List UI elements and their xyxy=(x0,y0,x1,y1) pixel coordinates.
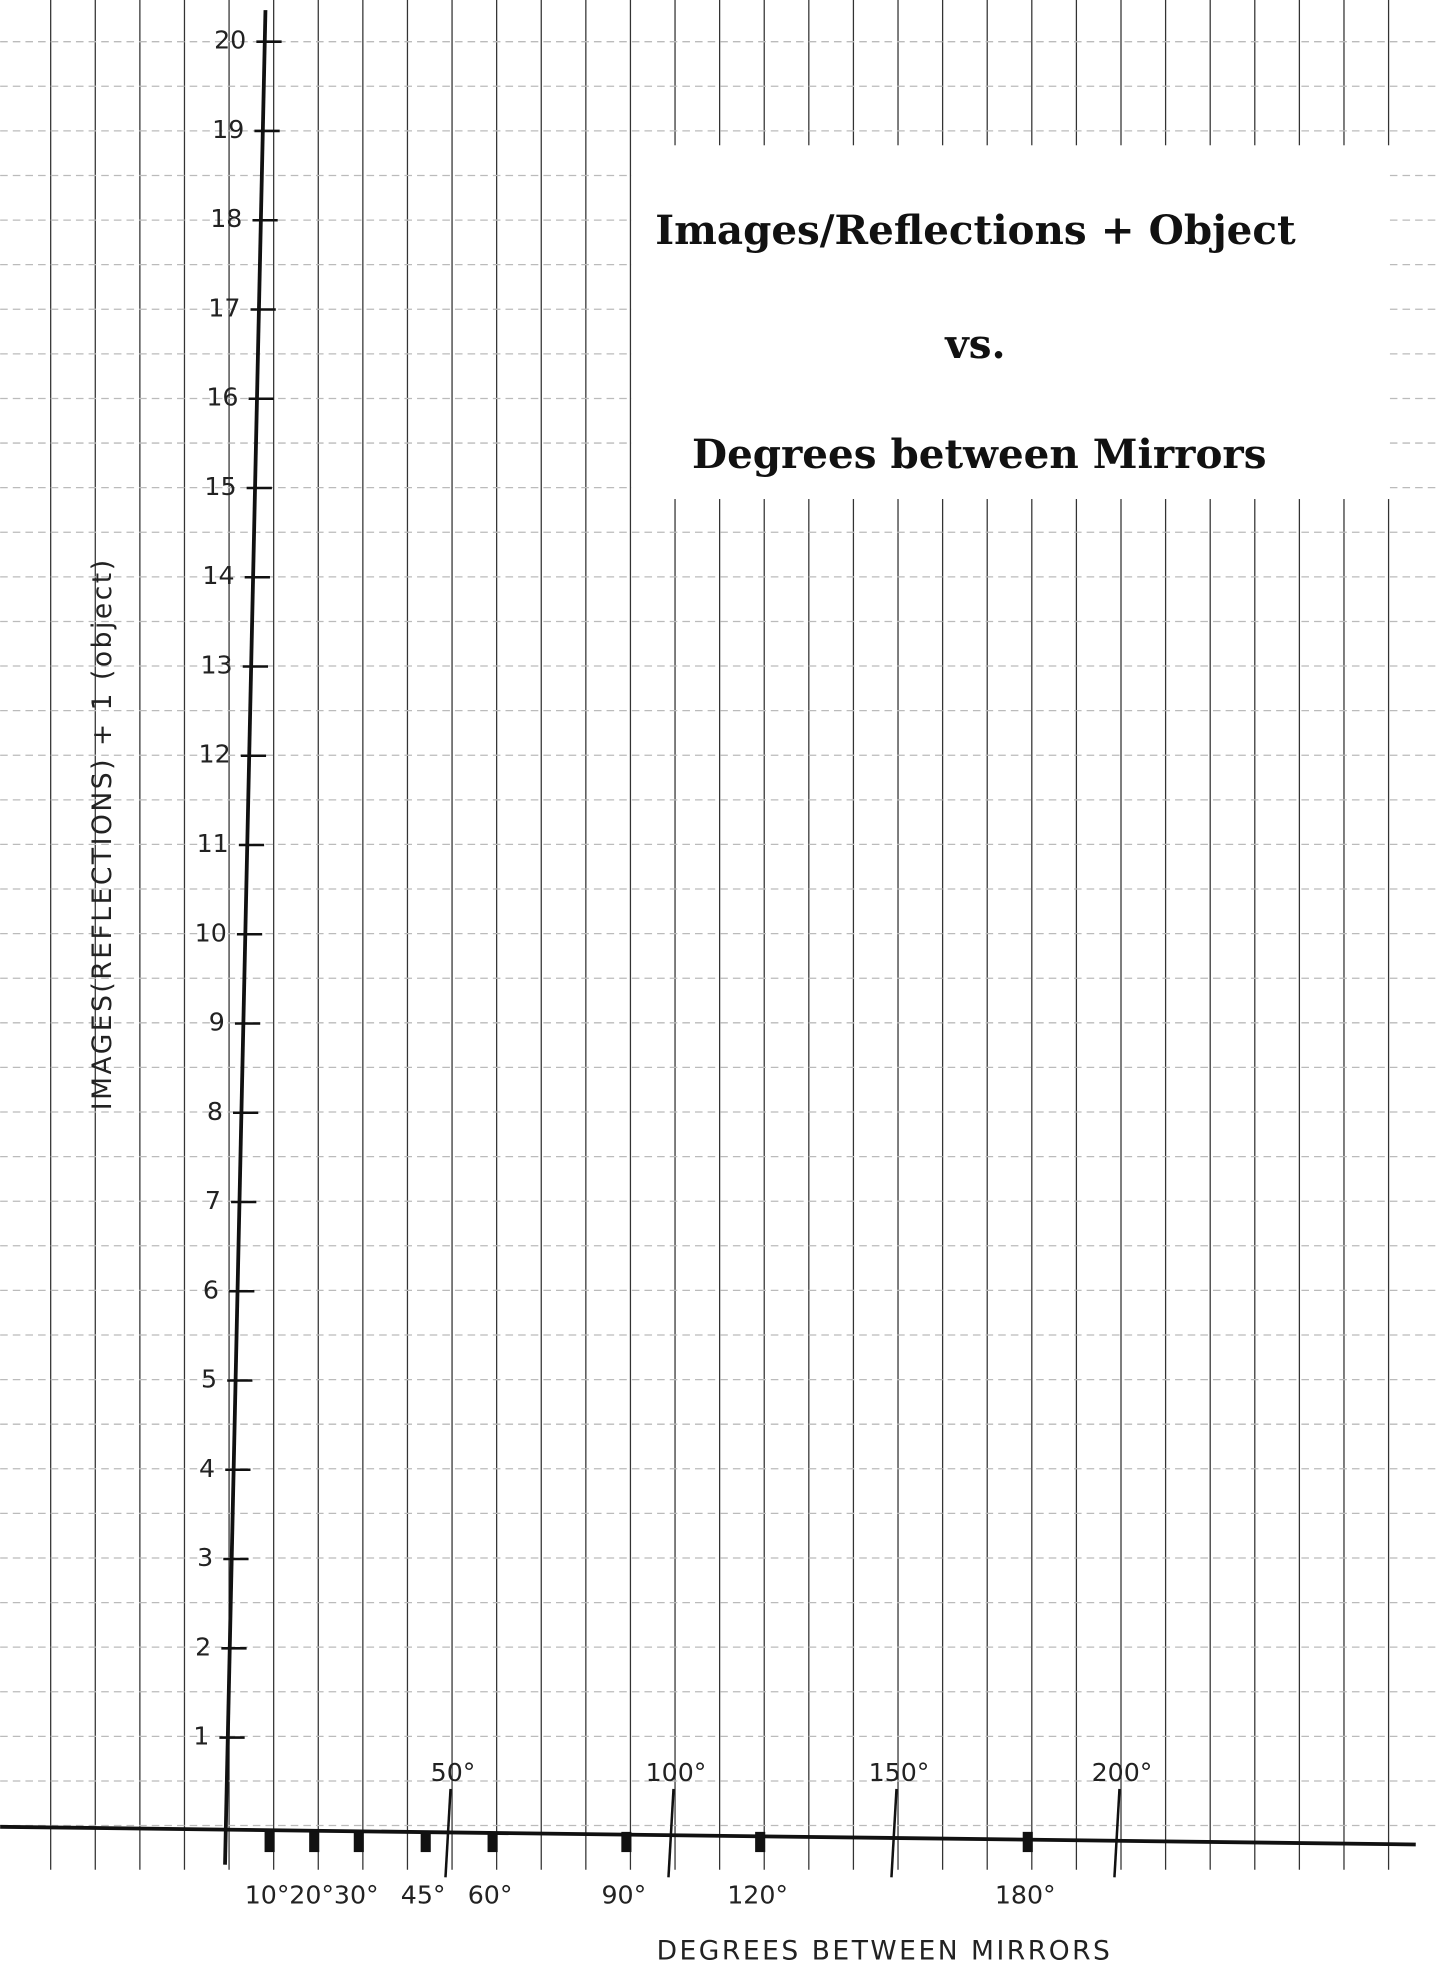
x-tick-label: 90° xyxy=(601,1880,646,1909)
x-tick-label: 150° xyxy=(869,1758,930,1787)
y-tick-label: 7 xyxy=(205,1186,221,1215)
y-tick-label: 8 xyxy=(207,1097,223,1126)
x-tick-label: 10° xyxy=(245,1880,290,1909)
y-tick-label: 17 xyxy=(208,293,240,322)
y-tick-label: 18 xyxy=(210,204,242,233)
y-tick-label: 14 xyxy=(202,561,234,590)
y-tick-label: 19 xyxy=(212,115,244,144)
page: {"chart_data": { "type": "line", "title"… xyxy=(0,0,1438,1986)
y-tick-label: 16 xyxy=(206,383,238,412)
y-tick-label: 13 xyxy=(200,650,232,679)
y-tick-label: 12 xyxy=(199,740,231,769)
y-tick-label: 1 xyxy=(193,1722,209,1751)
y-tick-label: 5 xyxy=(201,1365,217,1394)
chart-title: vs. xyxy=(944,320,1005,368)
x-tick xyxy=(265,1832,275,1852)
y-axis xyxy=(225,10,265,1865)
y-tick-label: 15 xyxy=(204,472,236,501)
chart-title: Degrees between Mirrors xyxy=(692,430,1266,478)
x-axis xyxy=(0,1827,1416,1845)
x-tick xyxy=(755,1832,765,1852)
x-tick-label: 180° xyxy=(995,1880,1056,1909)
x-tick-label: 30° xyxy=(334,1880,379,1909)
x-tick xyxy=(1114,1789,1119,1877)
chart-title: Images/Reflections + Object xyxy=(655,206,1296,254)
y-tick-label: 10 xyxy=(195,918,227,947)
x-tick-label: 20° xyxy=(289,1880,334,1909)
chart: Images/Reflections + Object vs. Degrees … xyxy=(0,0,1438,1986)
x-tick-label: 50° xyxy=(431,1758,476,1787)
x-axis-label: DEGREES BETWEEN MIRRORS xyxy=(657,1935,1113,1966)
x-tick-label: 120° xyxy=(727,1880,788,1909)
y-axis-label: IMAGES(REFLECTIONS) + 1 (object) xyxy=(87,557,118,1110)
x-tick xyxy=(621,1832,631,1852)
y-tick-label: 2 xyxy=(195,1632,211,1661)
y-tick-label: 20 xyxy=(214,26,246,55)
x-tick xyxy=(668,1789,673,1877)
x-tick xyxy=(891,1789,896,1877)
x-tick xyxy=(354,1832,364,1852)
y-tick-label: 4 xyxy=(199,1454,215,1483)
x-tick-label: 45° xyxy=(401,1880,446,1909)
x-tick xyxy=(309,1832,319,1852)
x-tick xyxy=(421,1832,431,1852)
x-tick xyxy=(1023,1832,1033,1852)
x-tick-label: 100° xyxy=(646,1758,707,1787)
x-tick xyxy=(488,1832,498,1852)
y-tick-label: 6 xyxy=(203,1275,219,1304)
y-tick-label: 11 xyxy=(197,829,229,858)
x-tick-label: 60° xyxy=(468,1880,513,1909)
y-tick-label: 3 xyxy=(197,1543,213,1572)
x-tick-label: 200° xyxy=(1092,1758,1153,1787)
y-tick-label: 9 xyxy=(209,1008,225,1037)
